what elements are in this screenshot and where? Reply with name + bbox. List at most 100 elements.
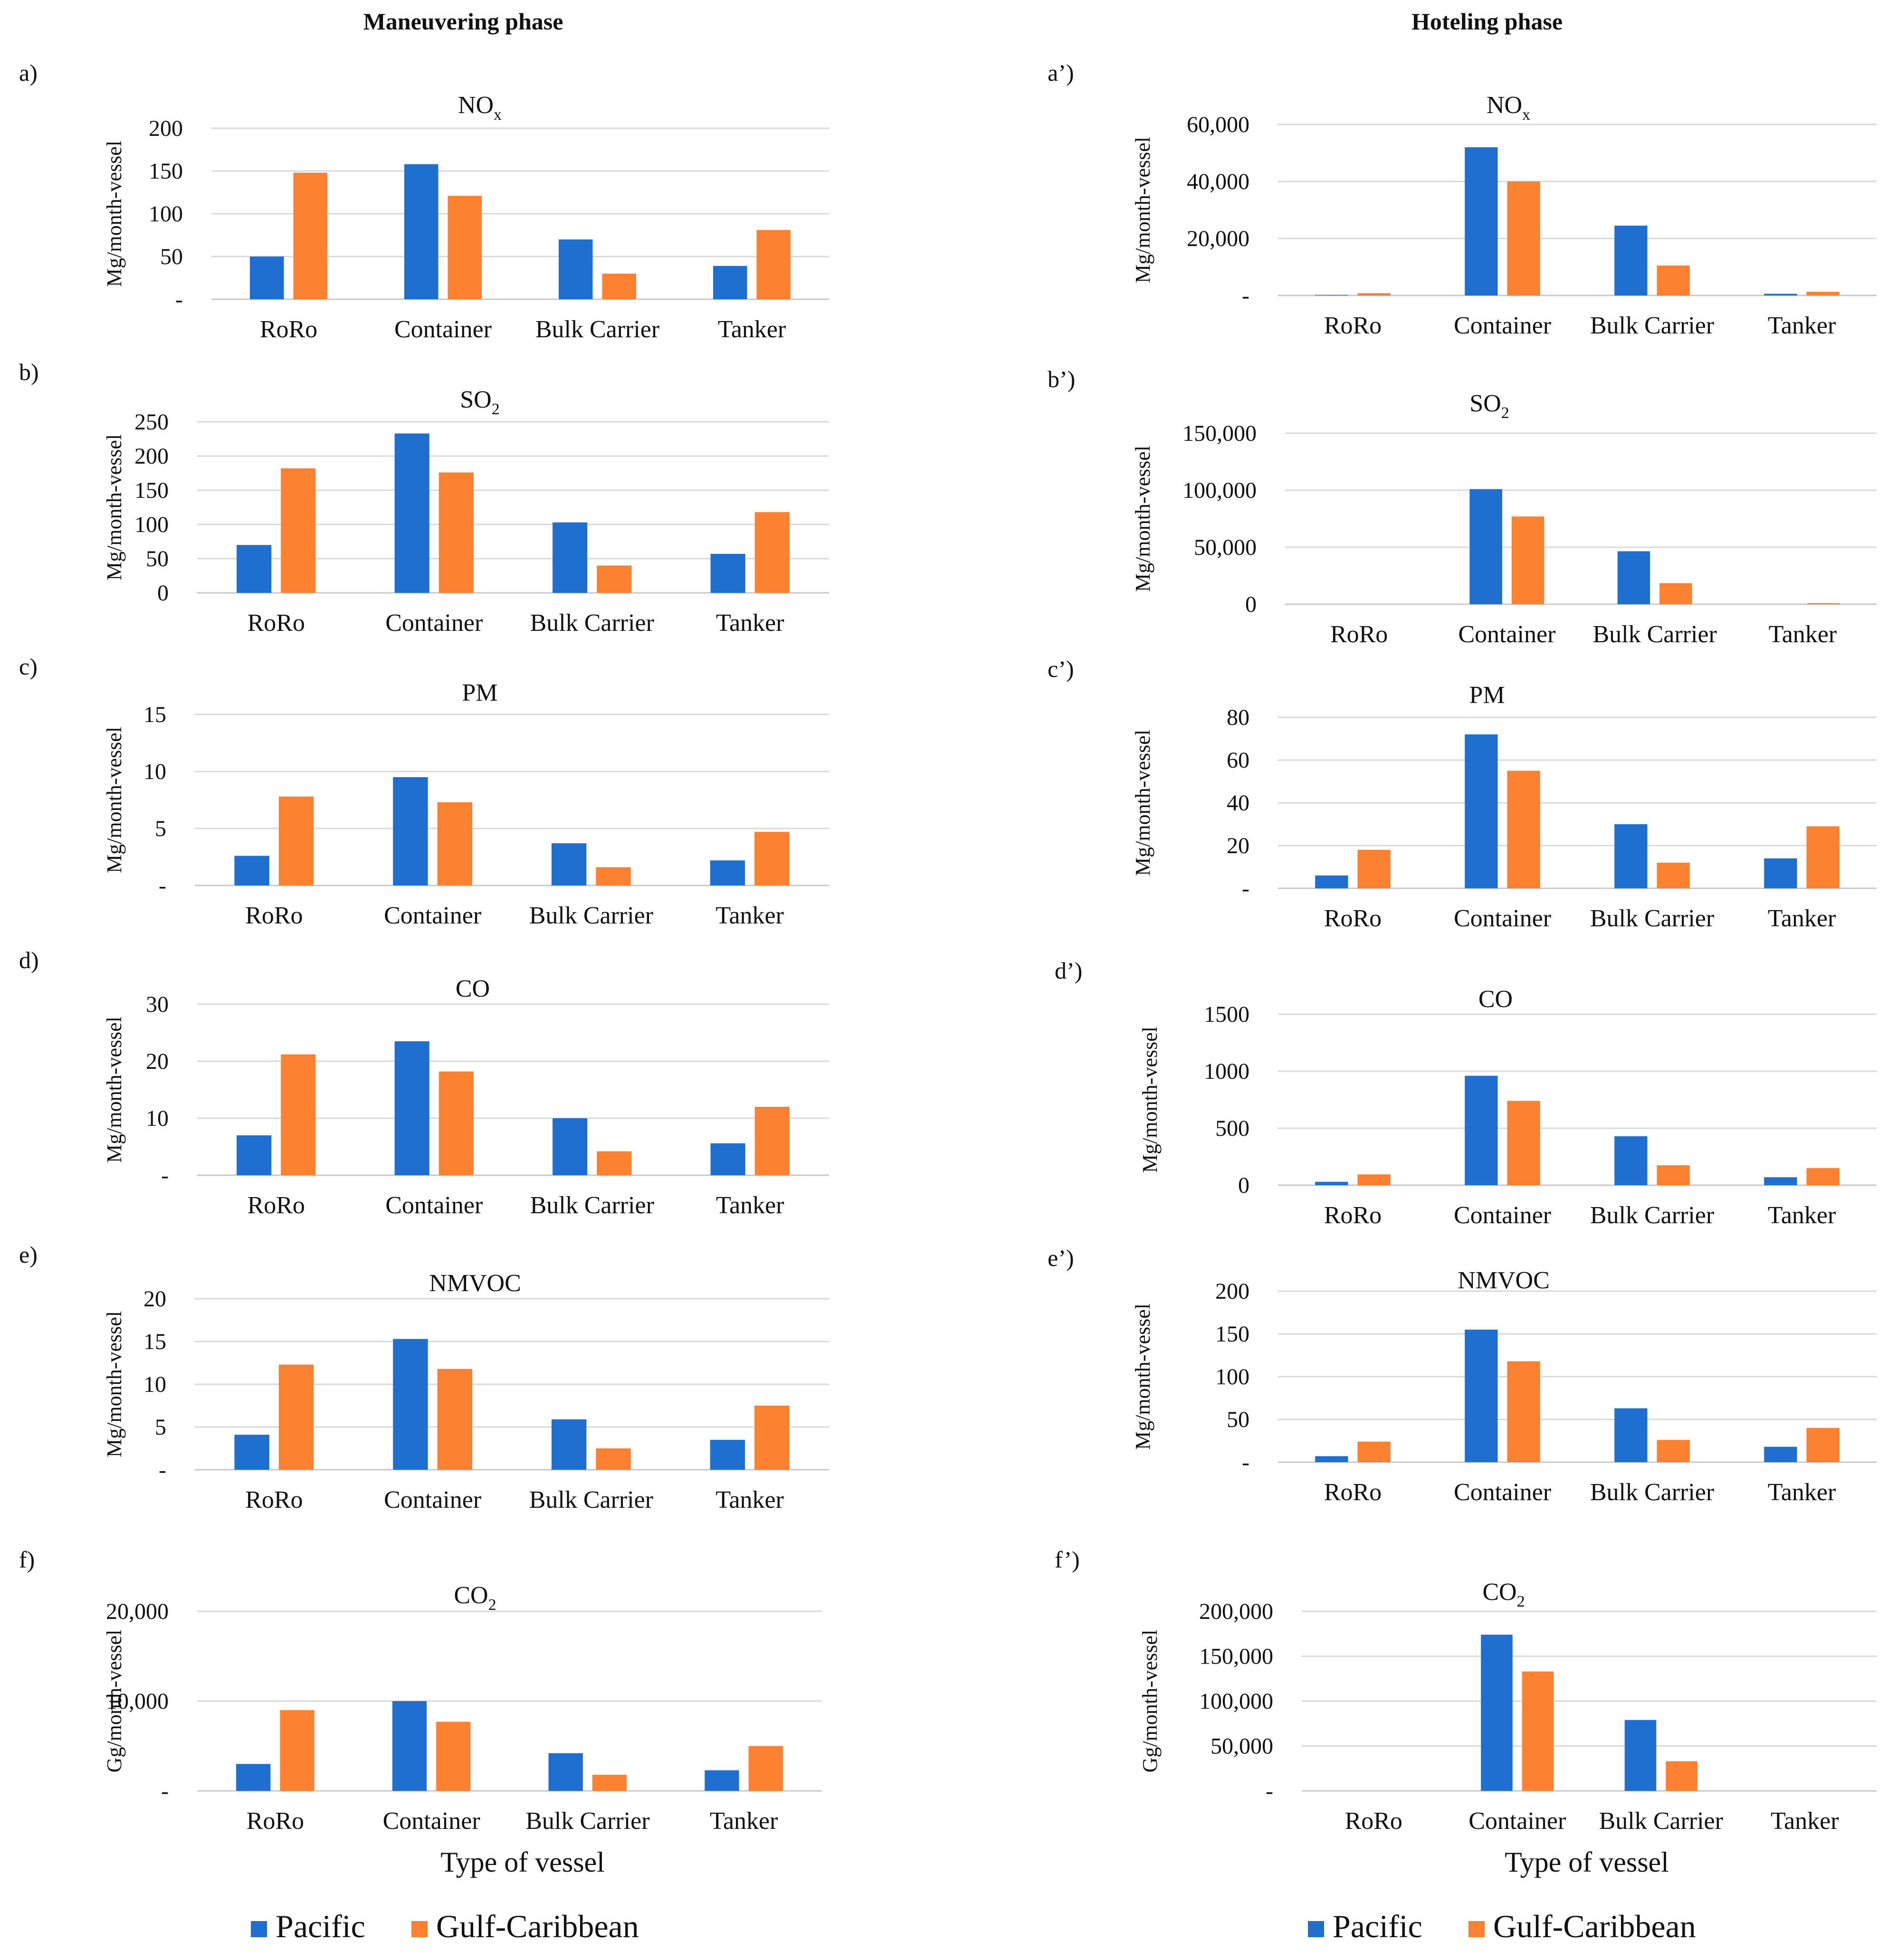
x-tick-label: RoRo bbox=[248, 1192, 305, 1219]
y-tick-label: 20 bbox=[146, 1049, 169, 1074]
bar-gulf-caribbean-bulk-carrier bbox=[592, 1774, 627, 1791]
y-tick-label: 0 bbox=[1238, 1173, 1249, 1198]
x-tick-label: Container bbox=[384, 902, 481, 929]
bar-pacific-tanker bbox=[713, 266, 747, 299]
bar-pacific-roro bbox=[1315, 875, 1348, 888]
y-axis-label: Mg/month-vessel bbox=[1138, 1027, 1162, 1173]
bar-gulf-caribbean-bulk-carrier bbox=[597, 565, 632, 593]
bar-gulf-caribbean-tanker bbox=[754, 512, 790, 593]
chart-panel: e) NMVOC - 5 10 15 20 Mg/month-vessel RoRo Contai… bbox=[19, 1241, 829, 1513]
bar-pacific-tanker bbox=[1764, 1177, 1797, 1185]
y-tick-label: 15 bbox=[143, 702, 166, 727]
y-tick-label: 150 bbox=[1215, 1322, 1249, 1347]
x-axis-title-right: Type of vessel bbox=[1505, 1846, 1669, 1878]
bar-gulf-caribbean-tanker bbox=[754, 1406, 790, 1470]
bar-pacific-bulk-carrier bbox=[553, 522, 588, 593]
legend-right: Pacific Gulf-Caribbean bbox=[1308, 1908, 1696, 1944]
bar-gulf-caribbean-roro bbox=[1357, 850, 1391, 888]
bar-pacific-bulk-carrier bbox=[1624, 1720, 1657, 1791]
bar-gulf-caribbean-tanker bbox=[1806, 826, 1840, 888]
bar-gulf-caribbean-bulk-carrier bbox=[1657, 266, 1690, 295]
y-tick-label: 5 bbox=[155, 816, 166, 841]
y-tick-label: 150,000 bbox=[1199, 1644, 1273, 1669]
x-tick-label: RoRo bbox=[245, 902, 303, 929]
y-tick-label: - bbox=[1242, 1450, 1249, 1475]
bar-pacific-bulk-carrier bbox=[1614, 1408, 1648, 1462]
x-tick-label: RoRo bbox=[245, 1486, 303, 1513]
x-tick-label: Container bbox=[1454, 312, 1551, 339]
x-tick-label: Container bbox=[385, 1192, 483, 1219]
y-tick-label: 50,000 bbox=[1194, 535, 1257, 560]
x-tick-label: Bulk Carrier bbox=[1590, 1202, 1714, 1229]
x-tick-label: Container bbox=[1454, 905, 1551, 932]
x-tick-label: Container bbox=[384, 1486, 481, 1513]
x-tick-label: Tanker bbox=[710, 1808, 778, 1835]
x-tick-label: Tanker bbox=[716, 609, 784, 637]
y-tick-label: 200,000 bbox=[1199, 1599, 1273, 1624]
bar-pacific-container bbox=[392, 1701, 427, 1791]
x-tick-label: RoRo bbox=[1345, 1808, 1402, 1835]
bar-gulf-caribbean-tanker bbox=[754, 1107, 790, 1175]
x-tick-label: Tanker bbox=[715, 902, 784, 929]
x-tick-label: Tanker bbox=[1768, 905, 1836, 932]
y-tick-label: 80 bbox=[1227, 705, 1249, 730]
y-tick-label: 100 bbox=[149, 201, 183, 227]
bar-gulf-caribbean-roro bbox=[1357, 1174, 1391, 1185]
x-tick-label: Bulk Carrier bbox=[1592, 621, 1716, 648]
panel-label: a’) bbox=[1048, 59, 1074, 86]
y-tick-label: 1000 bbox=[1204, 1059, 1249, 1084]
x-tick-label: Container bbox=[385, 609, 483, 637]
y-tick-label: 200 bbox=[134, 444, 169, 469]
y-tick-label: 0 bbox=[1245, 592, 1257, 617]
bar-pacific-bulk-carrier bbox=[551, 1419, 587, 1470]
chart-panel: c) PM - 5 10 15 Mg/month-vessel RoRo Container Bu… bbox=[19, 653, 829, 929]
chart-panel: e’) NMVOC - 50 100 150 200 Mg/month-vessel RoRo C… bbox=[1048, 1245, 1877, 1506]
x-tick-label: Tanker bbox=[718, 316, 786, 343]
panel-label: a) bbox=[19, 59, 38, 86]
chart-panel: c’) PM - 20 40 60 80 Mg/month-vessel RoRo Contain… bbox=[1048, 656, 1877, 932]
bar-pacific-roro bbox=[1315, 1181, 1348, 1185]
y-tick-label: 500 bbox=[1215, 1116, 1249, 1141]
panel-label: b’) bbox=[1048, 366, 1075, 392]
x-tick-label: Bulk Carrier bbox=[1590, 1479, 1714, 1506]
bar-pacific-roro bbox=[250, 257, 284, 299]
y-axis-label: Mg/month-vessel bbox=[103, 727, 126, 873]
legend-swatch-gulf bbox=[1468, 1921, 1485, 1937]
y-tick-label: 50,000 bbox=[1211, 1734, 1273, 1759]
bar-gulf-caribbean-tanker bbox=[756, 230, 791, 299]
bar-gulf-caribbean-bulk-carrier bbox=[1657, 863, 1690, 888]
x-tick-label: RoRo bbox=[260, 316, 317, 343]
bar-gulf-caribbean-container bbox=[437, 1369, 473, 1470]
x-tick-label: RoRo bbox=[1330, 621, 1388, 648]
y-tick-label: - bbox=[159, 873, 166, 898]
chart-title: NMVOC bbox=[1458, 1267, 1550, 1294]
y-tick-label: 20,000 bbox=[1187, 226, 1249, 251]
x-tick-label: Bulk Carrier bbox=[525, 1808, 649, 1835]
chart-title-subscript: x bbox=[494, 106, 502, 124]
legend-swatch-pacific bbox=[251, 1921, 267, 1937]
y-tick-label: 40 bbox=[1227, 790, 1249, 816]
y-tick-label: 100,000 bbox=[1182, 478, 1257, 503]
bar-gulf-caribbean-tanker bbox=[1806, 1428, 1840, 1462]
bar-pacific-bulk-carrier bbox=[559, 239, 593, 299]
panel-label: c) bbox=[19, 653, 38, 680]
bar-gulf-caribbean-roro bbox=[1357, 1441, 1391, 1462]
bar-pacific-roro bbox=[236, 1764, 271, 1791]
bar-gulf-caribbean-tanker bbox=[748, 1746, 783, 1791]
y-tick-label: 50 bbox=[1227, 1407, 1249, 1432]
left-phase-title: Maneuvering phase bbox=[363, 8, 563, 35]
bar-gulf-caribbean-roro bbox=[281, 468, 316, 593]
chart-title-subscript: 2 bbox=[492, 400, 500, 418]
y-axis-label: Mg/month-vessel bbox=[103, 141, 126, 287]
y-tick-label: 15 bbox=[143, 1329, 166, 1354]
chart-panel: a’)NOx-20,00040,00060,000Mg/month-vessel… bbox=[1048, 59, 1877, 339]
legend-label-gulf: Gulf-Caribbean bbox=[436, 1908, 639, 1944]
y-tick-label: - bbox=[161, 1779, 169, 1804]
bar-pacific-bulk-carrier bbox=[1617, 551, 1650, 604]
y-tick-label: 10 bbox=[143, 759, 166, 784]
x-tick-label: Bulk Carrier bbox=[535, 316, 659, 343]
x-tick-label: Bulk Carrier bbox=[530, 609, 654, 637]
y-tick-label: 5 bbox=[155, 1415, 166, 1440]
x-tick-label: Bulk Carrier bbox=[530, 1192, 654, 1219]
x-tick-label: Tanker bbox=[1771, 1808, 1839, 1835]
